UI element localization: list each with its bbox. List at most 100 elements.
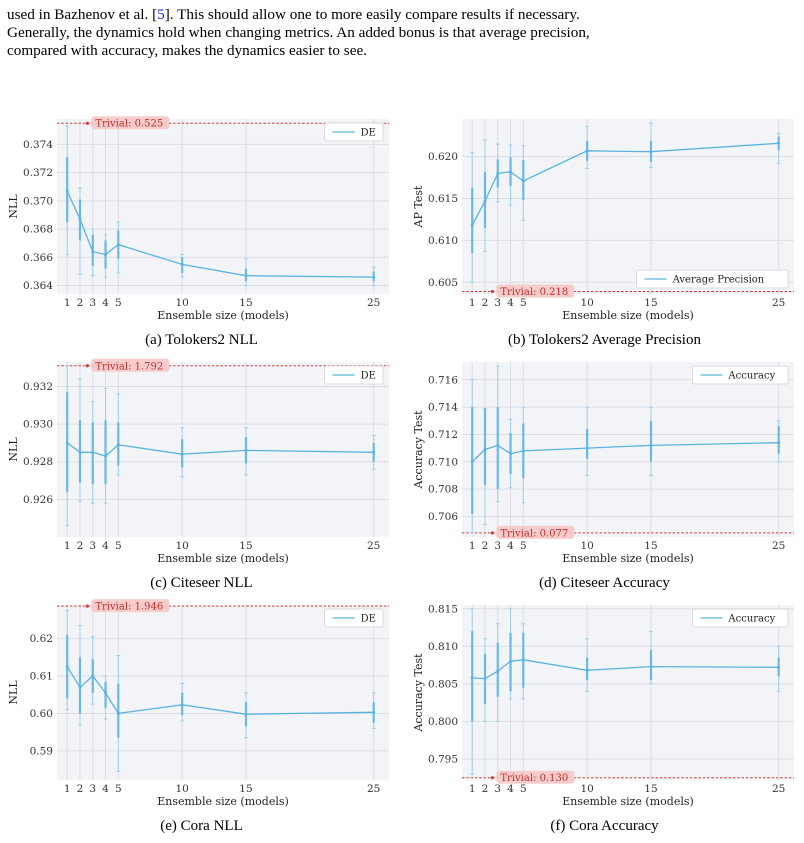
x-tick-label: 2: [482, 783, 489, 795]
x-tick-label: 4: [507, 540, 514, 552]
x-tick-label: 3: [89, 783, 96, 795]
x-tick-label: 1: [469, 297, 476, 309]
data-point: [91, 250, 95, 254]
y-tick-label: 0.615: [428, 193, 458, 205]
data-point: [483, 677, 487, 681]
data-point: [78, 450, 82, 454]
chart-tolokers2-nll: 0.364 0.366 0.368 0.370 0.372 0.374 1 2 3 4 5 10 15 2…: [5, 113, 398, 323]
y-axis-label: Accuracy Test: [412, 410, 425, 490]
trivial-marker: [490, 531, 494, 535]
y-tick-label: 0.710: [428, 456, 458, 468]
x-tick-label: 15: [239, 540, 252, 552]
y-axis-label: Accuracy Test: [412, 653, 425, 733]
chart-svg-c: 0.926 0.928 0.930 0.932 1 2 3 4 5 10 15 25 Ensemble …: [7, 358, 389, 565]
y-tick-label: 0.605: [428, 277, 458, 289]
data-point: [649, 443, 653, 447]
x-tick-label: 4: [507, 297, 514, 309]
caption-b: (b) Tolokers2 Average Precision: [508, 332, 701, 348]
y-tick-label: 0.932: [23, 381, 53, 393]
legend-label: DE: [361, 371, 376, 382]
legend-label: DE: [361, 614, 376, 625]
x-tick-label: 3: [494, 540, 501, 552]
y-tick-label: 0.368: [23, 224, 53, 236]
x-tick-label: 25: [772, 783, 785, 795]
x-tick-label: 5: [115, 540, 122, 552]
x-tick-label: 3: [494, 783, 501, 795]
trivial-marker: [85, 604, 89, 608]
data-point: [116, 711, 120, 715]
x-tick-label: 25: [367, 297, 380, 309]
chart-cora-accuracy: 0.795 0.800 0.805 0.810 0.815 1 2 3 4 5 10 15 25 Ense…: [410, 599, 803, 809]
x-tick-label: 2: [77, 783, 84, 795]
x-tick-label: 2: [482, 297, 489, 309]
intro-line-2: Generally, the dynamics hold when changi…: [7, 24, 590, 41]
trivial-label: Trivial: 0.130: [500, 773, 568, 784]
caption-f: (f) Cora Accuracy: [550, 818, 659, 834]
data-point: [244, 712, 248, 716]
x-tick-label: 15: [644, 540, 657, 552]
x-tick-label: 25: [772, 540, 785, 552]
data-point: [585, 668, 589, 672]
chart-svg-b: 0.605 0.610 0.615 0.620 1 2 3 4 5 10 15 25 Ensemble …: [412, 119, 794, 322]
x-axis-label: Ensemble size (models): [562, 309, 694, 322]
plot-background: [462, 119, 794, 294]
series-line: [471, 142, 779, 226]
y-axis-label: AP Test: [412, 185, 425, 228]
plot-background: [462, 605, 794, 780]
chart-svg-d: 0.706 0.708 0.710 0.712 0.714 0.716 1 2 3 4 5 10 15 2…: [412, 362, 794, 565]
data-point: [180, 703, 184, 707]
trivial-marker: [85, 364, 89, 368]
x-tick-label: 10: [175, 540, 188, 552]
citation-link[interactable]: 5: [157, 6, 165, 23]
y-tick-label: 0.805: [428, 678, 458, 690]
intro-line-1: used in Bazhenov et al. [5]. This should…: [7, 6, 797, 24]
x-tick-label: 2: [482, 540, 489, 552]
x-tick-label: 15: [644, 783, 657, 795]
intro-line-1-text: used in Bazhenov et al. [: [7, 6, 158, 23]
legend-box: [691, 365, 789, 385]
data-point: [180, 452, 184, 456]
trivial-label-background: [91, 116, 170, 130]
x-tick-label: 10: [580, 297, 593, 309]
y-axis-label: NLL: [7, 437, 20, 462]
data-point: [470, 223, 474, 227]
trivial-label: Trivial: 0.077: [500, 528, 568, 539]
x-tick-label: 10: [175, 297, 188, 309]
x-tick-label: 5: [520, 297, 527, 309]
data-point: [483, 448, 487, 451]
data-point: [180, 262, 184, 266]
y-tick-label: 0.712: [428, 429, 458, 441]
x-tick-label: 5: [520, 783, 527, 795]
data-point: [244, 448, 248, 452]
data-point: [777, 665, 781, 669]
trivial-label: Trivial: 1.946: [95, 602, 163, 613]
x-tick-label: 3: [89, 297, 96, 309]
x-tick-label: 10: [580, 783, 593, 795]
data-point: [244, 274, 248, 278]
data-point: [372, 450, 376, 454]
x-tick-label: 4: [102, 297, 109, 309]
x-tick-label: 3: [89, 540, 96, 552]
y-tick-label: 0.59: [30, 745, 53, 757]
y-axis-label: NLL: [7, 680, 20, 705]
trivial-marker: [85, 121, 89, 125]
data-point: [483, 199, 487, 203]
data-point: [470, 460, 474, 464]
data-point: [521, 179, 525, 183]
legend-label: Average Precision: [672, 275, 765, 286]
x-axis-label: Ensemble size (models): [562, 552, 694, 565]
y-tick-label: 0.714: [428, 402, 458, 414]
data-point: [509, 170, 513, 174]
legend-box: [691, 608, 789, 628]
y-tick-label: 0.610: [428, 235, 458, 247]
x-axis-label: Ensemble size (models): [157, 795, 289, 808]
data-point: [585, 446, 589, 450]
data-point: [372, 275, 376, 279]
data-point: [496, 443, 500, 447]
y-tick-label: 0.795: [428, 753, 458, 765]
x-tick-label: 25: [367, 540, 380, 552]
legend-label: Accuracy: [727, 371, 775, 382]
data-point: [509, 452, 513, 456]
x-tick-label: 1: [64, 540, 71, 552]
series-line: [472, 659, 779, 680]
